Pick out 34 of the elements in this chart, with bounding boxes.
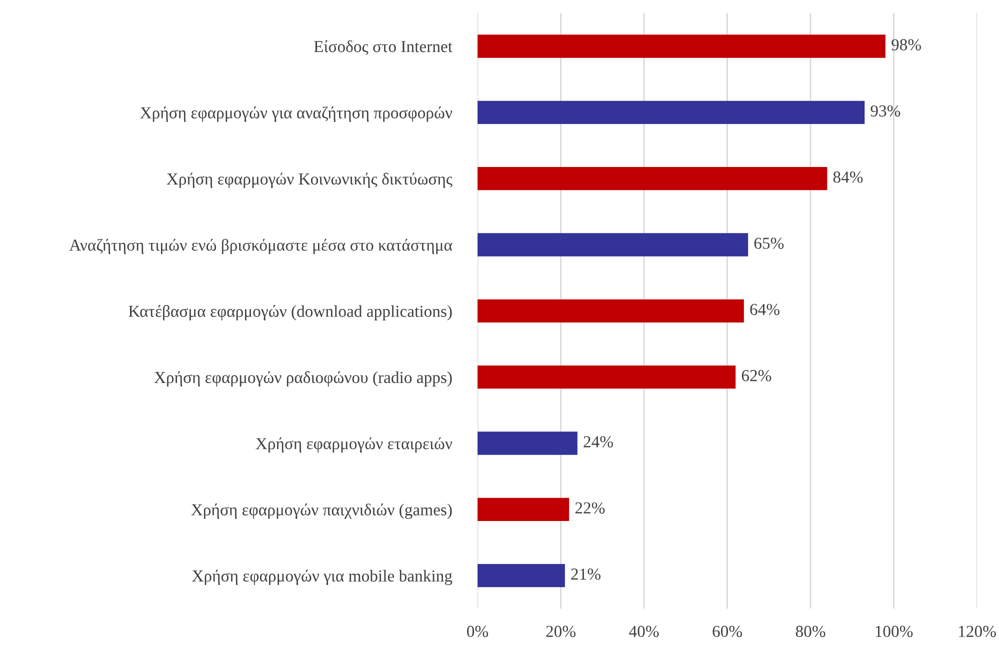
y-tick-label: Χρήση εφαρμογών Κοινωνικής δικτύωσης [166, 172, 452, 188]
y-tick-label: Κατέβασμα εφαρμογών (download applications) [128, 305, 452, 320]
y-tick-label: Χρήση εφαρμογών για mobile banking [192, 570, 452, 586]
y-tick-label: Χρήση εφαρμογών παιχνιδιών (games) [191, 504, 452, 519]
x-tick-label: 80% [796, 626, 826, 638]
bar [478, 100, 865, 124]
bar [478, 34, 886, 58]
y-tick-label: Αναζήτηση τιμών ενώ βρισκόμαστε μέσα στο κατάστημα [69, 238, 452, 254]
y-tick-label: Χρήση εφαρμογών ραδιοφώνου (radio apps) [154, 371, 452, 387]
data-label: 64% [750, 304, 780, 316]
y-tick-label: Είσοδος στο Internet [314, 40, 452, 55]
bar [478, 365, 736, 389]
bar [478, 299, 744, 322]
y-tick-label: Χρήση εφαρμογών εταιρειών [256, 437, 452, 453]
x-tick-label: 20% [546, 626, 576, 638]
x-tick-label: 100% [876, 626, 913, 638]
bar [478, 498, 570, 521]
bar [478, 564, 565, 588]
x-tick-label: 0% [467, 626, 488, 638]
data-label: 24% [584, 436, 613, 448]
data-label: 93% [870, 105, 900, 117]
x-tick-label: 60% [712, 626, 742, 638]
bar [478, 233, 748, 256]
x-tick-label: 120% [959, 626, 996, 638]
data-label: 84% [833, 172, 863, 183]
data-label: 22% [575, 502, 605, 514]
data-label: 65% [754, 238, 784, 249]
bar [478, 432, 578, 455]
x-tick-label: 40% [629, 626, 659, 638]
data-label: 98% [892, 39, 921, 50]
bar [478, 166, 828, 190]
data-label: 62% [742, 370, 772, 382]
data-label: 21% [571, 568, 600, 580]
y-tick-label: Χρήση εφαρμογών για αναζήτηση προσφορών [140, 106, 452, 122]
